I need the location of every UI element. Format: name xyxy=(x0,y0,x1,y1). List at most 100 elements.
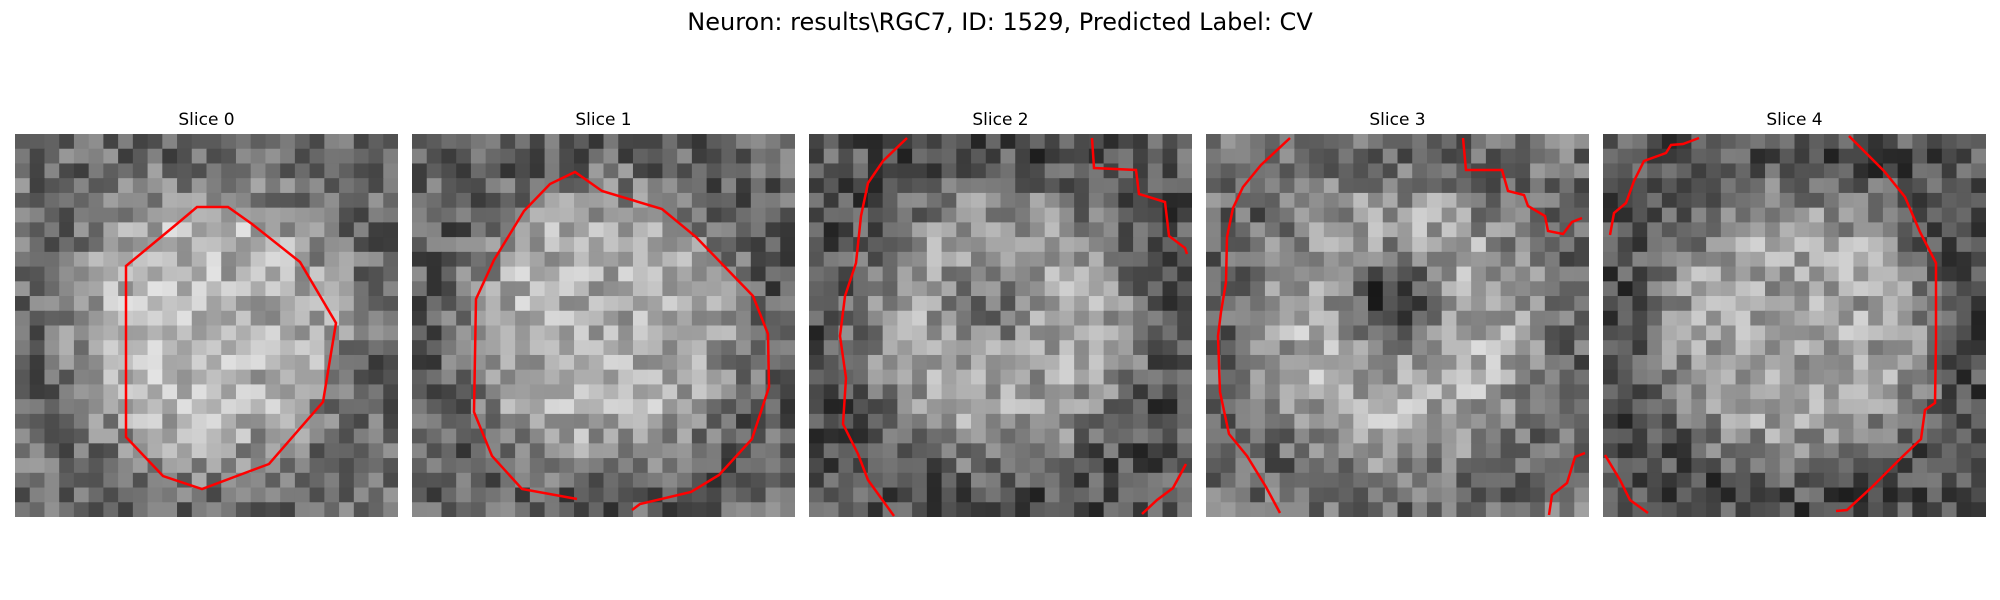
pixel xyxy=(1074,326,1089,341)
pixel xyxy=(1824,208,1839,223)
pixel xyxy=(1706,399,1721,414)
pixel xyxy=(618,399,633,414)
pixel xyxy=(1486,193,1501,208)
pixel xyxy=(103,414,118,429)
pixel xyxy=(1148,311,1163,326)
pixel xyxy=(1912,252,1927,267)
pixel xyxy=(15,340,30,355)
pixel xyxy=(809,399,824,414)
pixel xyxy=(1632,384,1647,399)
pixel xyxy=(971,458,986,473)
pixel xyxy=(956,163,971,178)
pixel xyxy=(1427,208,1442,223)
pixel xyxy=(1177,384,1192,399)
pixel xyxy=(604,399,619,414)
pixel xyxy=(1603,399,1618,414)
pixel xyxy=(604,429,619,444)
pixel xyxy=(74,311,89,326)
pixel xyxy=(633,237,648,252)
pixel xyxy=(251,502,266,517)
pixel xyxy=(1574,134,1589,149)
pixel xyxy=(1118,355,1133,370)
pixel xyxy=(1691,222,1706,237)
pixel xyxy=(1853,326,1868,341)
pixel xyxy=(912,326,927,341)
pixel xyxy=(662,458,677,473)
pixel xyxy=(1133,340,1148,355)
pixel xyxy=(1427,237,1442,252)
pixel xyxy=(324,208,339,223)
pixel xyxy=(838,237,853,252)
pixel xyxy=(1353,296,1368,311)
pixel xyxy=(971,473,986,488)
pixel xyxy=(1765,458,1780,473)
pixel xyxy=(103,281,118,296)
pixel xyxy=(1089,222,1104,237)
pixel xyxy=(265,134,280,149)
pixel xyxy=(456,193,471,208)
pixel xyxy=(1089,340,1104,355)
pixel xyxy=(1898,267,1913,282)
pixel xyxy=(736,134,751,149)
pixel xyxy=(1765,355,1780,370)
pixel xyxy=(1383,252,1398,267)
pixel xyxy=(1353,370,1368,385)
pixel xyxy=(838,193,853,208)
pixel xyxy=(721,355,736,370)
pixel xyxy=(1412,149,1427,164)
pixel xyxy=(1412,208,1427,223)
pixel xyxy=(927,414,942,429)
pixel xyxy=(1691,193,1706,208)
pixel xyxy=(1074,193,1089,208)
pixel xyxy=(1530,237,1545,252)
pixel xyxy=(251,178,266,193)
pixel xyxy=(1750,414,1765,429)
pixel xyxy=(1662,163,1677,178)
pixel xyxy=(883,326,898,341)
pixel xyxy=(1957,326,1972,341)
pixel xyxy=(1795,355,1810,370)
pixel xyxy=(1765,134,1780,149)
pixel xyxy=(986,355,1001,370)
pixel xyxy=(530,296,545,311)
pixel xyxy=(1530,429,1545,444)
pixel xyxy=(927,237,942,252)
pixel xyxy=(1221,443,1236,458)
pixel xyxy=(1118,222,1133,237)
pixel xyxy=(1280,149,1295,164)
pixel xyxy=(1324,267,1339,282)
pixel xyxy=(1368,502,1383,517)
pixel xyxy=(1501,326,1516,341)
pixel xyxy=(971,252,986,267)
pixel xyxy=(692,296,707,311)
pixel xyxy=(1339,399,1354,414)
pixel xyxy=(1250,399,1265,414)
pixel xyxy=(824,429,839,444)
pixel xyxy=(1912,488,1927,503)
pixel xyxy=(662,163,677,178)
pixel xyxy=(500,193,515,208)
pixel xyxy=(1795,326,1810,341)
pixel xyxy=(1530,149,1545,164)
pixel xyxy=(530,281,545,296)
pixel xyxy=(1074,370,1089,385)
pixel xyxy=(824,502,839,517)
pixel xyxy=(148,502,163,517)
pixel xyxy=(971,399,986,414)
pixel xyxy=(1545,414,1560,429)
pixel xyxy=(1163,443,1178,458)
pixel xyxy=(736,281,751,296)
pixel xyxy=(986,429,1001,444)
pixel xyxy=(545,443,560,458)
pixel xyxy=(310,237,325,252)
pixel xyxy=(236,237,251,252)
pixel xyxy=(1662,502,1677,517)
pixel xyxy=(1015,473,1030,488)
pixel xyxy=(1515,429,1530,444)
pixel xyxy=(251,399,266,414)
pixel xyxy=(986,326,1001,341)
pixel xyxy=(883,281,898,296)
pixel xyxy=(868,311,883,326)
pixel xyxy=(1059,134,1074,149)
pixel xyxy=(721,178,736,193)
